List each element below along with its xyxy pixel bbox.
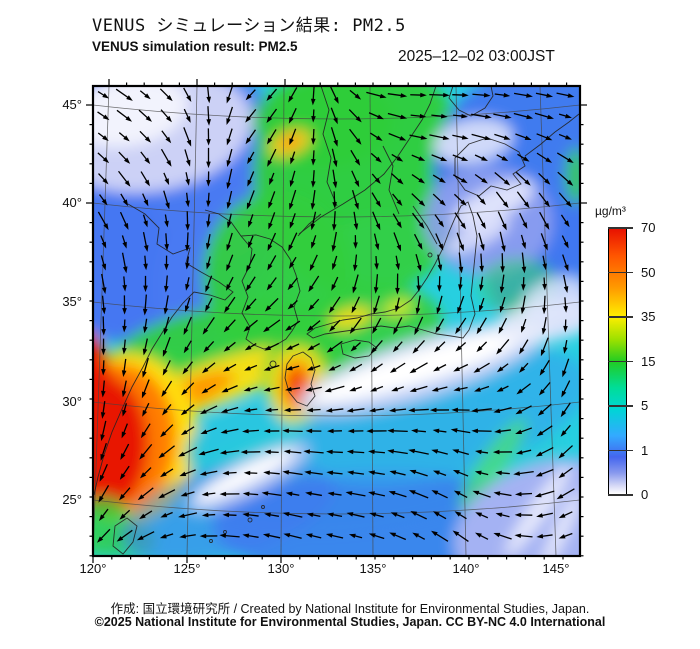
credit-line-2: ©2025 National Institute for Environment… <box>94 615 606 629</box>
y-axis-tick-label: 30° <box>62 394 82 409</box>
map-field <box>93 86 580 556</box>
wind-vector-arrows <box>97 86 575 543</box>
page-title-english: VENUS simulation result: PM2.5 <box>92 39 298 54</box>
x-axis-tick-label: 140° <box>452 561 480 576</box>
colorbar-tick <box>608 316 633 318</box>
colorbar-tick-label: 70 <box>641 220 656 235</box>
x-axis-tick-label: 135° <box>359 561 387 576</box>
colorbar-tick-label: 50 <box>641 264 656 280</box>
axis-ticks <box>86 79 587 563</box>
timestamp: 2025–12–02 03:00JST <box>398 48 555 65</box>
x-axis-tick-label: 125° <box>173 561 201 576</box>
colorbar-tick <box>608 360 633 363</box>
y-axis-tick-label: 45° <box>62 97 82 112</box>
coastlines <box>93 86 580 555</box>
x-axis-tick-label: 130° <box>267 561 295 576</box>
graticule <box>93 86 580 556</box>
x-axis-tick-label: 120° <box>79 561 107 576</box>
colorbar-tick <box>608 449 633 452</box>
colorbar-tick <box>608 271 633 274</box>
colorbar-tick-label: 35 <box>641 309 656 324</box>
y-axis-tick-label: 40° <box>62 195 82 210</box>
y-axis-tick-label: 25° <box>62 492 82 507</box>
colorbar-unit-label: µg/m³ <box>595 204 626 218</box>
x-axis-tick-label: 145° <box>542 561 570 576</box>
colorbar-tick-label: 5 <box>641 398 649 413</box>
colorbar-tick <box>608 494 633 496</box>
colorbar-tick-label: 15 <box>641 353 656 369</box>
y-axis-tick-label: 35° <box>62 294 82 309</box>
credit-line-1: 作成: 国立環境研究所 / Created by National Instit… <box>110 602 590 616</box>
page-title-japanese: VENUS シミュレーション結果: PM2.5 <box>92 16 406 36</box>
colorbar-tick <box>608 227 633 229</box>
colorbar-tick-label: 1 <box>641 442 649 458</box>
colorbar-tick-label: 0 <box>641 487 649 502</box>
colorbar-tick <box>608 405 633 407</box>
